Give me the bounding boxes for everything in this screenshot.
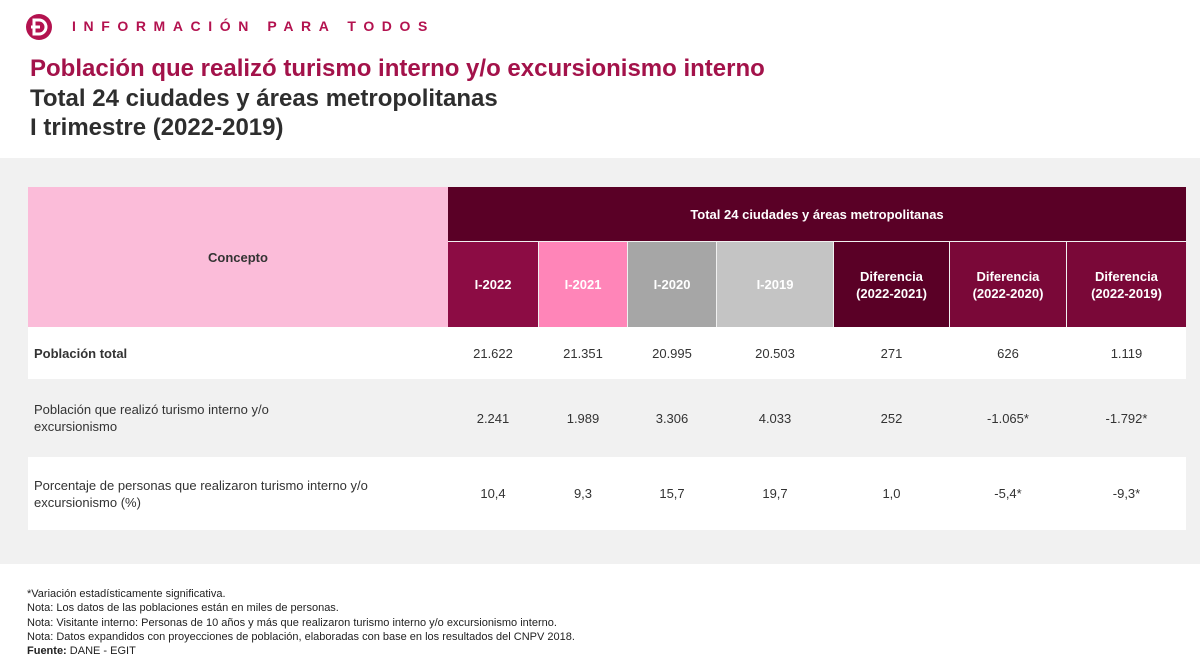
- brand-tagline: INFORMACIÓN PARA TODOS: [72, 18, 435, 34]
- group-header: Total 24 ciudades y áreas metropolitanas: [448, 187, 1186, 241]
- page-subtitle: Total 24 ciudades y áreas metropolitanas: [30, 85, 498, 112]
- table-cell: 10,4: [480, 486, 506, 501]
- column-header: Diferencia (2022-2019): [1067, 242, 1186, 327]
- page-title: Población que realizó turismo interno y/…: [30, 55, 765, 82]
- table-row: Porcentaje de personas que realizaron tu…: [28, 457, 1186, 530]
- concept-header: Concepto: [28, 187, 448, 327]
- page-period: I trimestre (2022-2019): [30, 114, 284, 141]
- table-cell: 4.033: [758, 410, 792, 426]
- table-cell: 9,3: [573, 486, 593, 501]
- table-cell: 3.306: [655, 410, 689, 426]
- column-header: Diferencia (2022-2021): [834, 242, 949, 327]
- table-row: Población total 21.622 21.351 20.995 20.…: [28, 327, 1186, 379]
- table-cell: 15,7: [659, 486, 685, 501]
- footnote: *Variación estadísticamente significativ…: [27, 588, 226, 600]
- source-label: Fuente:: [27, 645, 67, 658]
- table-cell: -5,4*: [994, 486, 1022, 501]
- table-cell: 2.241: [476, 410, 510, 426]
- table-cell: 271: [880, 345, 903, 361]
- table-cell: 21.622: [473, 345, 513, 361]
- footnote: Nota: Datos expandidos con proyecciones …: [27, 630, 575, 643]
- page-header: INFORMACIÓN PARA TODOS Población que rea…: [0, 0, 1200, 158]
- source-line: Fuente: DANE - EGIT: [27, 644, 575, 658]
- table-cell: 21.351: [563, 345, 603, 361]
- table-cell: 252: [880, 410, 903, 426]
- column-header: I-2019: [717, 242, 833, 327]
- source-value: DANE - EGIT: [69, 645, 136, 658]
- footnotes: *Variación estadísticamente significativ…: [27, 587, 575, 658]
- column-header: I-2021: [539, 242, 627, 327]
- table-cell: 1,0: [882, 486, 901, 501]
- column-header: I-2022: [448, 242, 538, 327]
- dane-logo-icon: [26, 14, 52, 40]
- table-cell: -9,3*: [1112, 486, 1141, 501]
- table-cell: 1.119: [1110, 345, 1143, 361]
- column-header: I-2020: [628, 242, 716, 327]
- row-label: Población total: [34, 345, 128, 361]
- table-cell: 626: [997, 345, 1019, 361]
- table-cell: 20.995: [652, 345, 692, 361]
- footnote: Nota: Visitante interno: Personas de 10 …: [27, 616, 557, 629]
- table-cell: 19,7: [762, 486, 788, 501]
- row-label: Porcentaje de personas que realizaron tu…: [34, 477, 368, 510]
- footnote: Nota: Los datos de las poblaciones están…: [27, 602, 339, 615]
- table-row: Población que realizó turismo interno y/…: [28, 379, 1186, 457]
- table-cell: 20.503: [755, 345, 795, 361]
- column-header: Diferencia (2022-2020): [950, 242, 1066, 327]
- table-cell: -1.065*: [987, 410, 1029, 426]
- table-cell: -1.792*: [1105, 410, 1148, 426]
- table-cell: 1.989: [566, 410, 600, 426]
- row-label: Población que realizó turismo interno y/…: [34, 402, 269, 434]
